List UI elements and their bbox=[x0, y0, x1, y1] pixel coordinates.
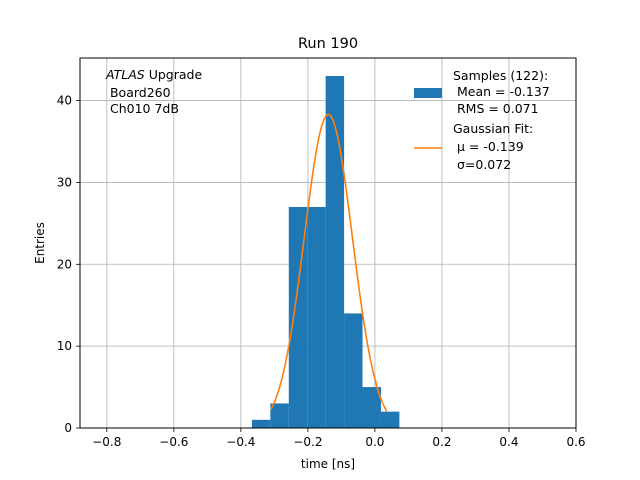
histogram-bar bbox=[325, 76, 345, 428]
y-axis-ticks: 0 10 20 30 40 bbox=[57, 94, 80, 435]
annotation-channel: Ch010 7dB bbox=[106, 101, 179, 116]
atlas-annotation: ATLAS Upgrade Board260 Ch010 7dB bbox=[105, 67, 202, 116]
legend-fit-label: Gaussian Fit: bbox=[453, 121, 533, 136]
annotation-line-1: ATLAS Upgrade bbox=[105, 67, 202, 82]
plot-frame bbox=[79, 57, 577, 429]
annotation-atlas: ATLAS bbox=[105, 67, 145, 82]
y-axis-label: Entries bbox=[33, 222, 47, 264]
x-tick-label: −0.6 bbox=[159, 435, 188, 449]
x-tick-label: 0.6 bbox=[566, 435, 585, 449]
x-tick-label: 0.0 bbox=[365, 435, 384, 449]
y-tick-label: 40 bbox=[57, 94, 72, 108]
legend-hist-label: Samples (122): bbox=[453, 68, 548, 83]
y-tick-label: 10 bbox=[57, 339, 72, 353]
legend-hist-mean: Mean = -0.137 bbox=[453, 84, 550, 99]
chart-title: Run 190 bbox=[298, 36, 358, 52]
y-tick-label: 30 bbox=[57, 175, 72, 189]
x-tick-label: 0.4 bbox=[499, 435, 518, 449]
histogram-bar bbox=[307, 206, 326, 428]
y-tick-label: 0 bbox=[64, 421, 72, 435]
histogram-bars bbox=[251, 76, 400, 428]
gaussian-fit bbox=[270, 113, 388, 412]
histogram-bar bbox=[251, 419, 271, 428]
legend-fit-sigma: σ=0.072 bbox=[453, 157, 511, 172]
legend-hist-rms: RMS = 0.071 bbox=[453, 101, 539, 116]
histogram-bar bbox=[380, 411, 400, 428]
histogram-bar bbox=[362, 387, 381, 428]
annotation-upgrade: Upgrade bbox=[145, 67, 203, 82]
x-tick-label: −0.2 bbox=[293, 435, 322, 449]
x-axis-label: time [ns] bbox=[301, 457, 355, 471]
legend: Samples (122): Mean = -0.137 RMS = 0.071… bbox=[414, 68, 550, 172]
legend-hist-swatch bbox=[414, 88, 442, 98]
x-tick-label: −0.4 bbox=[226, 435, 255, 449]
x-tick-label: 0.2 bbox=[432, 435, 451, 449]
gaussian-fit-curve bbox=[270, 113, 388, 412]
legend-fit-mu: μ = -0.139 bbox=[453, 139, 524, 154]
histogram-bar bbox=[344, 313, 363, 428]
histogram-bar bbox=[270, 403, 289, 428]
y-tick-label: 20 bbox=[57, 257, 72, 271]
x-tick-label: −0.8 bbox=[92, 435, 121, 449]
histogram-bar bbox=[288, 206, 308, 428]
x-axis-ticks: −0.8 −0.6 −0.4 −0.2 0.0 0.2 0.4 0.6 bbox=[92, 428, 586, 449]
annotation-board: Board260 bbox=[106, 85, 171, 100]
